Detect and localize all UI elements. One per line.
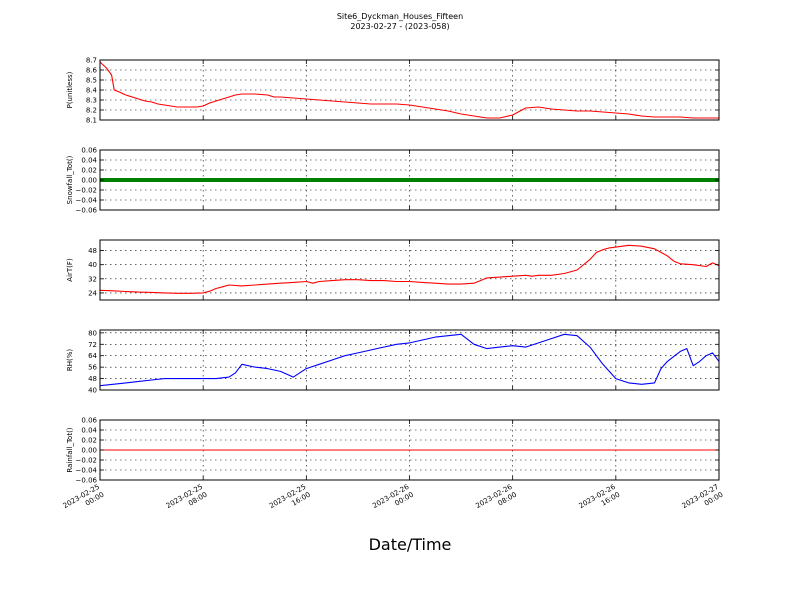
y-tick-label: 48 [88, 375, 97, 383]
y-tick-label: 8.2 [86, 107, 97, 115]
panel-1: 8.1 8.2 8.3 8.4 8.5 8.6 8.7 P(unitless) [66, 57, 720, 125]
y-tick-label: 0.04 [81, 157, 97, 165]
y-tick-label: 56 [88, 364, 97, 372]
panel-4: 40 48 56 64 72 80 RH(%) [66, 329, 720, 395]
y-axis-label: RH(%) [66, 349, 74, 372]
y-tick-label: 8.5 [86, 77, 97, 85]
x-tick-label: 2023-02-2616:00 [578, 483, 622, 518]
figure-title-line2: 2023-02-27 - (2023-058) [350, 22, 449, 31]
x-tick-label: 2023-02-2508:00 [165, 483, 209, 518]
figure-title-line1: Site6_Dyckman_Houses_Fifteen [337, 12, 463, 21]
y-axis-label: AirT(F) [66, 258, 74, 282]
series-line-1-1 [99, 61, 719, 119]
y-tick-label: 32 [88, 275, 97, 283]
y-tick-label: −0.04 [76, 197, 98, 205]
y-tick-label: −0.02 [76, 457, 97, 465]
x-axis-label: Date/Time [369, 535, 452, 554]
panel-2: −0.06 −0.04 −0.02 0.00 0.02 0.04 0.06 Snowfall_… [66, 147, 720, 215]
y-tick-label: 8.4 [86, 87, 98, 95]
y-tick-label: −0.06 [76, 477, 98, 485]
y-tick-label: 8.3 [86, 97, 97, 105]
y-axis-label: Rainfall_Tot() [66, 427, 74, 472]
y-tick-label: 8.1 [86, 117, 97, 125]
y-tick-label: 0.02 [81, 167, 97, 175]
y-tick-label: 8.6 [86, 67, 98, 75]
panel-3: 24 32 40 48 AirT(F) [66, 239, 720, 301]
y-tick-label: 72 [88, 341, 97, 349]
y-tick-label: 0.06 [81, 147, 97, 155]
y-tick-label: 40 [88, 261, 97, 269]
y-tick-label: 0.06 [81, 417, 97, 425]
y-tick-label: 0.00 [81, 447, 97, 455]
y-axis-label: P(unitless) [66, 71, 74, 108]
y-tick-label: 64 [88, 352, 97, 360]
y-tick-label: 8.7 [86, 57, 97, 65]
y-tick-label: −0.02 [76, 187, 97, 195]
x-tick-label: 2023-02-2500:00 [62, 483, 106, 518]
series-line-3-1 [99, 244, 720, 294]
series-line-4-1 [99, 333, 720, 387]
x-tick-label: 2023-02-2600:00 [371, 483, 415, 518]
panel-5: −0.06 −0.04 −0.02 0.00 0.02 0.04 0.06 Rainfall_… [66, 417, 720, 485]
y-tick-label: 48 [88, 247, 97, 255]
x-tick-label: 2023-02-2700:00 [681, 483, 725, 518]
y-tick-label: 0.00 [81, 177, 97, 185]
y-axis-label: Snowfall_Tot() [66, 155, 74, 204]
x-tick-label: 2023-02-2608:00 [474, 483, 518, 518]
y-tick-label: 0.04 [81, 427, 97, 435]
y-tick-label: −0.06 [76, 207, 98, 215]
y-tick-label: 80 [88, 329, 97, 337]
y-tick-label: 24 [88, 289, 97, 297]
y-tick-label: 0.02 [81, 437, 97, 445]
y-tick-label: −0.04 [76, 467, 98, 475]
y-tick-label: 40 [88, 387, 97, 395]
x-tick-label: 2023-02-2516:00 [268, 483, 312, 518]
